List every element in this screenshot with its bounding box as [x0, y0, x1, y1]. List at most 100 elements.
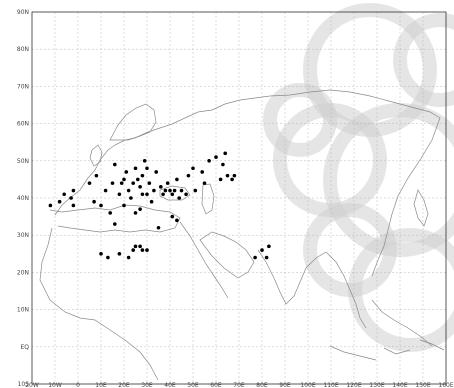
station-point — [168, 188, 172, 193]
station-point — [138, 244, 142, 249]
longitude-label: 160E — [438, 382, 453, 388]
coastline-africa — [39, 221, 229, 381]
station-point — [99, 203, 103, 208]
station-point — [108, 211, 112, 215]
coastline-mediterranean — [49, 204, 181, 233]
station-point — [175, 218, 179, 223]
station-point — [48, 203, 53, 208]
latitude-label: 40N — [17, 195, 29, 202]
longitude-label: 10E — [95, 382, 107, 388]
longitude-label: 130E — [369, 382, 384, 388]
station-point — [119, 181, 124, 185]
longitude-label: 100E — [300, 382, 315, 388]
station-point — [221, 162, 225, 167]
station-point — [94, 173, 99, 178]
coastline-japan — [413, 189, 429, 227]
station-point — [138, 207, 142, 211]
station-point — [264, 255, 269, 260]
longitude-label: 90E — [279, 382, 291, 388]
station-point — [172, 188, 177, 193]
coastline-east-asia — [371, 117, 441, 277]
coastline-arabia — [199, 231, 255, 279]
coastlines — [39, 89, 445, 381]
station-point — [267, 244, 271, 249]
coastline-india — [257, 249, 327, 305]
station-point — [122, 177, 126, 182]
station-point — [140, 192, 145, 197]
latitude-label: 90N — [17, 9, 29, 16]
station-point — [133, 244, 138, 249]
station-point — [179, 188, 184, 193]
station-point — [170, 214, 175, 219]
station-point — [99, 252, 103, 256]
longitude-labels: 20W 10W 0 10E 20E 30E 40E 50E 60E 70E 80E 90E 100E 11… — [25, 382, 454, 388]
station-point — [145, 166, 149, 171]
latitude-label: 10N — [17, 307, 29, 314]
coastline-scandinavia — [109, 103, 157, 141]
longitude-label: 80E — [256, 382, 268, 388]
coastline-britain — [89, 144, 103, 167]
coastline-europe-asia — [54, 89, 441, 216]
watermark-pattern — [263, 3, 454, 352]
station-point — [193, 188, 198, 193]
station-point — [202, 181, 207, 185]
station-point — [126, 255, 131, 260]
station-point — [62, 192, 66, 197]
station-point — [142, 159, 147, 163]
station-point — [232, 173, 237, 178]
station-point — [218, 177, 223, 182]
station-point — [191, 166, 195, 171]
latitude-label: 30N — [17, 232, 29, 239]
station-point — [92, 199, 96, 204]
latitude-label: EQ — [20, 344, 29, 351]
station-point — [165, 181, 170, 185]
station-points — [48, 151, 271, 260]
station-point — [71, 188, 76, 193]
station-point — [161, 192, 165, 197]
map-frame — [31, 11, 447, 385]
station-point — [156, 225, 161, 230]
station-point — [133, 166, 138, 171]
station-point — [113, 162, 117, 167]
station-point — [113, 222, 117, 226]
station-point — [170, 192, 175, 197]
latitude-label: 80N — [17, 46, 29, 53]
station-point — [223, 151, 227, 156]
longitude-label: 120E — [346, 382, 361, 388]
station-point — [110, 181, 115, 185]
station-point — [140, 173, 145, 178]
longitude-label: 140E — [392, 382, 407, 388]
station-point — [126, 188, 131, 193]
station-point — [163, 188, 168, 193]
station-point — [57, 199, 62, 204]
station-point — [200, 170, 204, 174]
longitude-label: 70E — [233, 382, 245, 388]
station-point — [87, 181, 92, 185]
latitude-label: 20N — [17, 269, 29, 276]
station-point — [253, 255, 257, 260]
station-point — [124, 170, 129, 174]
coastline-caspian — [201, 183, 215, 215]
longitude-label: 20W — [25, 382, 39, 388]
latitude-label: 60N — [17, 121, 29, 128]
station-point — [69, 196, 73, 200]
longitude-label: 110E — [323, 382, 338, 388]
coastline-southeast-asia — [325, 251, 433, 347]
station-point — [145, 248, 149, 252]
station-point — [140, 248, 145, 252]
latitude-label: 70N — [17, 83, 29, 90]
station-point — [131, 181, 135, 185]
station-point — [159, 185, 163, 189]
station-point — [186, 173, 191, 178]
station-point — [138, 185, 142, 189]
station-point — [71, 203, 76, 208]
latitude-labels: 90N 80N 70N 60N 50N 40N 30N 20N 10N EQ 10S — [17, 9, 29, 388]
station-point — [147, 181, 152, 185]
station-point — [214, 155, 218, 159]
station-point — [152, 188, 156, 193]
latitude-label: 10S — [18, 381, 30, 388]
station-point — [230, 177, 234, 182]
station-point — [117, 252, 122, 256]
